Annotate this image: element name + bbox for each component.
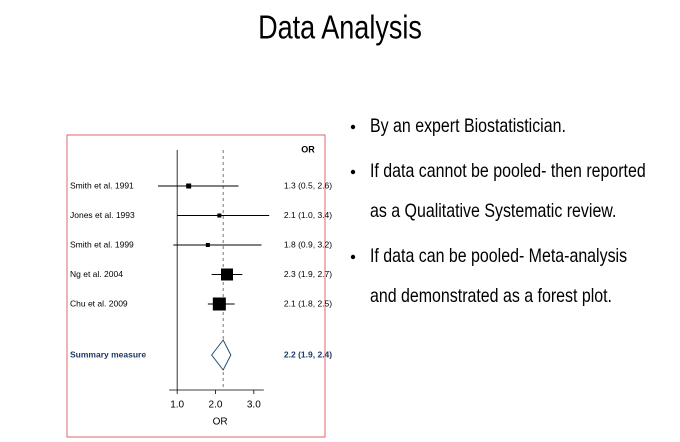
bullet-text: By an expert Biostatistician. xyxy=(370,115,566,137)
x-tick-label: 1.0 xyxy=(170,400,184,411)
slide-title: Data Analysis xyxy=(258,10,422,46)
effect-square xyxy=(221,268,233,281)
bullet-dot xyxy=(350,254,356,260)
or-label: 2.1 (1.8, 2.5) xyxy=(284,298,332,308)
summary-label: Summary measure xyxy=(70,349,146,359)
bullet-text: If data can be pooled- Meta-analysis xyxy=(370,245,627,267)
study-label: Smith et al. 1991 xyxy=(70,180,134,190)
or-label: 1.8 (0.9, 3.2) xyxy=(284,239,332,249)
x-axis-label: OR xyxy=(213,417,228,428)
study-label: Chu et al. 2009 xyxy=(70,298,128,308)
or-label: 2.3 (1.9, 2.7) xyxy=(284,269,332,279)
effect-square xyxy=(217,213,222,218)
study-label: Ng et al. 2004 xyxy=(70,269,123,279)
effect-square xyxy=(205,243,210,247)
or-label: 1.3 (0.5, 2.6) xyxy=(284,180,332,190)
x-tick-label: 3.0 xyxy=(247,400,261,411)
effect-square xyxy=(212,297,226,311)
bullet-dot xyxy=(350,124,356,130)
column-header: OR xyxy=(301,144,315,154)
bullet-text: as a Qualitative Systematic review. xyxy=(370,200,616,222)
bullet-text: If data cannot be pooled- then reported xyxy=(370,160,646,182)
plot-frame xyxy=(66,134,326,438)
bullet-text: and demonstrated as a forest plot. xyxy=(370,285,612,307)
study-label: Jones et al. 1993 xyxy=(70,210,135,220)
study-label: Smith et al. 1999 xyxy=(70,239,134,249)
x-tick-label: 2.0 xyxy=(209,400,223,411)
bullet-dot xyxy=(350,169,356,175)
effect-square xyxy=(186,183,192,189)
or-label: 2.1 (1.0, 3.4) xyxy=(284,210,332,220)
summary-diamond xyxy=(211,339,232,371)
summary-or-label: 2.2 (1.9, 2.4) xyxy=(284,349,332,359)
